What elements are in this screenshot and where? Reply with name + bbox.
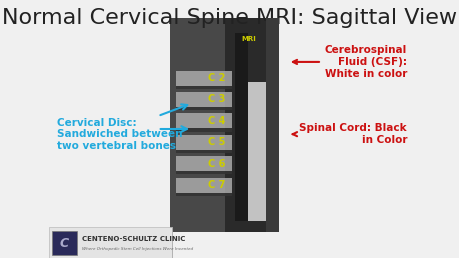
Bar <box>175 178 232 192</box>
Text: C 6: C 6 <box>207 159 225 169</box>
Bar <box>170 18 278 232</box>
Bar <box>265 18 278 232</box>
Bar <box>175 128 232 132</box>
Bar <box>175 150 232 153</box>
Bar <box>170 18 224 232</box>
Text: Where Orthopedic Stem Cell Injections Were Invented: Where Orthopedic Stem Cell Injections We… <box>82 247 192 251</box>
Text: Cerebrospinal
Fluid (CSF):
White in color: Cerebrospinal Fluid (CSF): White in colo… <box>292 45 406 78</box>
Text: CENTENO-SCHULTZ CLINIC: CENTENO-SCHULTZ CLINIC <box>82 236 185 242</box>
Bar <box>175 70 232 85</box>
Text: C 2: C 2 <box>207 73 225 83</box>
Text: Spinal Cord: Black
in Color: Spinal Cord: Black in Color <box>292 123 406 145</box>
Text: C: C <box>60 237 69 250</box>
Bar <box>175 135 232 150</box>
Bar <box>175 156 232 171</box>
Bar <box>248 82 265 221</box>
Text: MRI: MRI <box>241 36 255 43</box>
Bar <box>175 85 232 89</box>
Bar <box>175 171 232 174</box>
Text: Cervical Disc:
Sandwiched between
two vertebral bones: Cervical Disc: Sandwiched between two ve… <box>56 118 182 151</box>
Bar <box>175 107 232 110</box>
Bar <box>175 113 232 128</box>
Bar <box>175 192 232 196</box>
Text: C 4: C 4 <box>207 116 225 126</box>
Text: Normal Cervical Spine MRI: Sagittal View: Normal Cervical Spine MRI: Sagittal View <box>2 8 457 28</box>
Bar <box>49 227 172 258</box>
Text: C 5: C 5 <box>207 137 225 147</box>
Bar <box>175 92 232 107</box>
Bar <box>52 231 77 255</box>
Bar <box>235 33 248 221</box>
Text: C 7: C 7 <box>207 180 225 190</box>
Text: C 3: C 3 <box>207 94 225 104</box>
